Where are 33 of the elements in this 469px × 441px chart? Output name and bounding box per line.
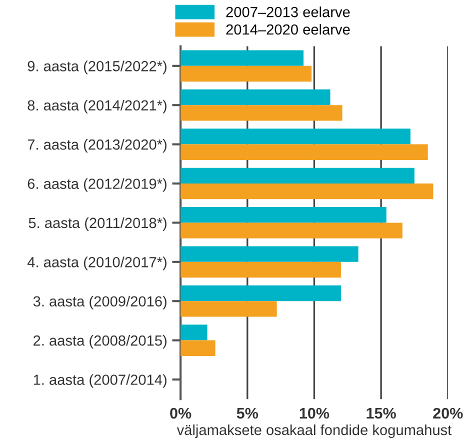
bar xyxy=(180,105,342,121)
bar xyxy=(180,285,341,302)
y-tick-label: 2. aasta (2008/2015) xyxy=(34,335,166,349)
bar xyxy=(180,89,330,106)
bar xyxy=(180,66,312,82)
bar xyxy=(180,184,434,200)
bar xyxy=(180,144,428,160)
y-tick-label: 5. aasta (2011/2018*) xyxy=(28,217,166,232)
bar xyxy=(180,301,277,317)
bar xyxy=(180,324,208,340)
x-tick-label: 20% xyxy=(433,408,463,419)
legend-label: 2007–2013 eelarve xyxy=(226,6,350,18)
x-tick-label: 0% xyxy=(170,408,192,419)
y-tick-label: 7. aasta (2013/2020*) xyxy=(28,139,166,153)
y-tick-label: 3. aasta (2009/2016) xyxy=(33,296,166,310)
y-tick-label: 9. aasta (2015/2022*) xyxy=(28,60,166,74)
bar xyxy=(180,128,410,144)
y-tick-label: 1. aasta (2007/2014) xyxy=(34,374,166,388)
y-tick-label: 6. aasta (2012/2019*) xyxy=(28,178,166,192)
bar xyxy=(180,222,402,238)
x-axis-title: väljamaksete osakaal fondide kogumahust xyxy=(176,424,452,438)
bar xyxy=(180,207,386,223)
x-tick-label: 15% xyxy=(366,408,396,419)
x-tick-label: 10% xyxy=(300,408,330,419)
bar xyxy=(180,50,304,66)
legend-label: 2014–2020 eelarve xyxy=(226,24,350,35)
y-tick-label: 4. aasta (2010/2017*) xyxy=(27,256,166,270)
bar xyxy=(180,340,216,356)
bar xyxy=(180,246,358,262)
x-tick-label: 5% xyxy=(236,408,258,419)
bar xyxy=(180,168,414,184)
y-tick-label: 8. aasta (2014/2021*) xyxy=(28,100,166,114)
bar xyxy=(180,262,341,278)
